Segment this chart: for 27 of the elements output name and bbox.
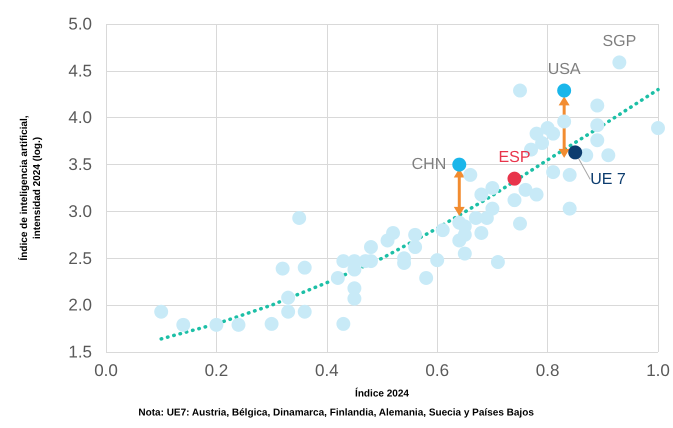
y-tick-label: 3.0 xyxy=(68,202,92,221)
series-label: SGP xyxy=(602,32,636,50)
point xyxy=(557,84,572,98)
y-tick-label: 5.0 xyxy=(68,14,92,34)
series-label: ESP xyxy=(498,149,530,166)
x-tick-label: 0.0 xyxy=(94,361,118,380)
y-tick-label: 4.5 xyxy=(68,61,92,80)
x-tick-label: 1.0 xyxy=(646,361,670,380)
x-tick-label: 0.8 xyxy=(536,361,560,380)
x-tick-label: 0.6 xyxy=(425,361,450,380)
point xyxy=(507,172,522,186)
x-tick-label: 0.4 xyxy=(314,361,339,380)
point xyxy=(452,158,466,172)
x-axis-title: Índice 2024 xyxy=(355,388,410,400)
y-tick-label: 4.0 xyxy=(68,108,92,128)
y-tick-label: 1.5 xyxy=(68,342,92,362)
point xyxy=(568,145,582,160)
text: Nota: UE7: Austria, Bélgica, Dinamarca, Finlandia, Alemania, Suecia y Países Bajos xyxy=(138,408,534,418)
y-tick-label: 3.5 xyxy=(68,155,92,174)
series-label: CHN xyxy=(412,156,446,174)
point xyxy=(612,55,626,70)
y-axis-title: Índice de inteligencia artificial, intensidad 2024 (log.) xyxy=(18,115,43,261)
series-label: USA xyxy=(548,61,581,78)
x-tick-label: 0.2 xyxy=(204,361,228,380)
y-tick-label: 2.0 xyxy=(68,296,92,315)
y-tick-label: 2.5 xyxy=(68,248,92,268)
series-label: UE 7 xyxy=(590,170,626,188)
